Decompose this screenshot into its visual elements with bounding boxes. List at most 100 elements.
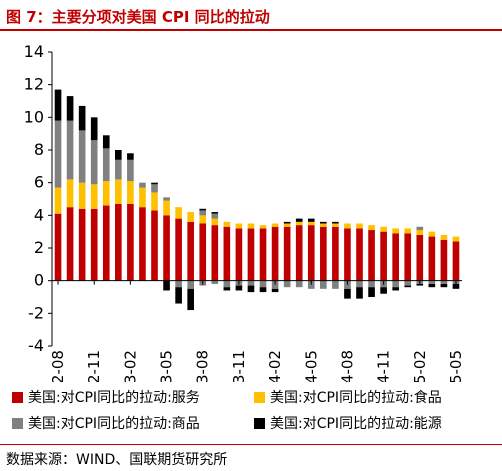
bar-segment bbox=[283, 221, 291, 224]
bar-segment bbox=[428, 236, 436, 281]
bar-segment bbox=[175, 280, 182, 288]
bar-segment bbox=[392, 233, 399, 281]
bar-segment bbox=[102, 135, 110, 149]
bar-segment bbox=[259, 225, 267, 229]
y-tick-label: 10 bbox=[24, 107, 44, 126]
bar-segment bbox=[199, 210, 207, 216]
bar-segment bbox=[368, 230, 375, 281]
legend-swatch bbox=[12, 391, 23, 403]
x-axis: 2022-08 2022-11 2023-02 2023-05 2023-08 2023-… bbox=[49, 280, 465, 382]
x-tick-label: 2024-02 bbox=[266, 350, 284, 382]
bar-segment bbox=[404, 233, 412, 281]
bar-segment bbox=[54, 120, 62, 188]
x-tick-label: 2022-08 bbox=[49, 350, 67, 382]
chart-title: 图 7：主要分项对美国 CPI 同比的拉动 bbox=[6, 8, 270, 26]
x-tick-label: 2024-11 bbox=[375, 350, 393, 382]
bar-segment bbox=[416, 230, 424, 235]
bar-segment bbox=[440, 234, 448, 240]
bar-segment bbox=[344, 228, 351, 281]
legend-label: 美国:对CPI同比的拉动:商品 bbox=[28, 416, 200, 432]
bar-segment bbox=[259, 280, 267, 288]
source-note: 数据来源：WIND、国联期货研究所 bbox=[6, 452, 228, 468]
bar-segment bbox=[247, 285, 255, 293]
bar-segment bbox=[452, 283, 460, 289]
bar-segment bbox=[440, 283, 448, 288]
y-tick-label: 2 bbox=[34, 238, 44, 257]
bar-segment bbox=[139, 207, 146, 281]
bar-segment bbox=[90, 184, 98, 209]
bar-segment bbox=[332, 226, 339, 281]
bar-segment bbox=[283, 223, 291, 227]
bar-segment bbox=[127, 159, 134, 182]
bar-segment bbox=[102, 148, 110, 182]
bar-segment bbox=[127, 153, 134, 160]
legend-label: 美国:对CPI同比的拉动:服务 bbox=[28, 390, 200, 406]
bar-segment bbox=[163, 197, 170, 201]
legend-row: 美国:对CPI同比的拉动:商品 美国:对CPI同比的拉动:能源 bbox=[12, 410, 496, 436]
x-tick-label: 2023-05 bbox=[158, 350, 176, 382]
bar-segment bbox=[416, 283, 424, 286]
bar-segment bbox=[416, 226, 424, 231]
x-tick-label: 2025-05 bbox=[447, 350, 465, 382]
bar-segment bbox=[90, 140, 98, 185]
bar-segment bbox=[392, 228, 399, 234]
x-tick-label: 2023-11 bbox=[230, 350, 248, 382]
bar-segment bbox=[78, 182, 86, 209]
y-tick-label: -4 bbox=[28, 336, 44, 355]
bar-segment bbox=[66, 96, 74, 121]
bar-segment bbox=[199, 208, 207, 211]
bar-segment bbox=[404, 285, 412, 288]
bar-segment bbox=[332, 280, 339, 289]
bar-segment bbox=[368, 225, 375, 231]
bar-segment bbox=[223, 287, 231, 291]
bar-segment bbox=[90, 208, 98, 281]
bar-segment bbox=[307, 221, 315, 226]
bar-segment bbox=[66, 120, 74, 180]
bar-segment bbox=[139, 187, 146, 208]
bar-segment bbox=[271, 226, 279, 281]
bar-segment bbox=[175, 287, 182, 304]
bar-segment bbox=[187, 212, 194, 222]
x-tick-label: 2024-05 bbox=[302, 350, 320, 382]
bar-segment bbox=[115, 159, 122, 180]
legend-item-services: 美国:对CPI同比的拉动:服务 bbox=[12, 387, 254, 407]
bar-segment bbox=[295, 221, 303, 226]
bar-segment bbox=[187, 280, 194, 289]
bar-segment bbox=[368, 280, 375, 288]
bar-segment bbox=[320, 226, 327, 281]
y-tick-label: 12 bbox=[24, 75, 44, 94]
y-axis: -4 -2 0 2 4 6 8 10 12 14 bbox=[24, 42, 53, 355]
bar-segment bbox=[54, 213, 62, 281]
bar-segment bbox=[356, 223, 363, 229]
legend-swatch bbox=[254, 391, 265, 403]
bar-segment bbox=[54, 89, 62, 121]
bar-segment bbox=[199, 223, 207, 281]
bar-series bbox=[54, 89, 460, 311]
bar-segment bbox=[259, 287, 267, 293]
bar-segment bbox=[115, 179, 122, 204]
bar-segment bbox=[187, 288, 194, 311]
bar-segment bbox=[404, 228, 412, 234]
bar-segment bbox=[211, 280, 219, 284]
bar-segment bbox=[235, 228, 243, 281]
bar-segment bbox=[163, 215, 170, 281]
bar-segment bbox=[223, 226, 231, 281]
bar-segment bbox=[392, 280, 399, 288]
bar-segment bbox=[151, 192, 158, 211]
bar-segment bbox=[428, 283, 436, 288]
bar-segment bbox=[380, 287, 387, 294]
bar-segment bbox=[404, 280, 412, 286]
footer-divider bbox=[0, 444, 502, 445]
bar-segment bbox=[187, 221, 194, 281]
bar-segment bbox=[199, 215, 207, 224]
x-tick-label: 2023-08 bbox=[194, 350, 212, 382]
bar-segment bbox=[66, 207, 74, 281]
bar-segment bbox=[127, 181, 134, 204]
x-tick-label: 2024-08 bbox=[338, 350, 356, 382]
bar-segment bbox=[235, 285, 243, 291]
bar-segment bbox=[271, 223, 279, 227]
bar-segment bbox=[283, 226, 291, 281]
bar-segment bbox=[283, 280, 291, 288]
bar-segment bbox=[211, 218, 219, 226]
bar-segment bbox=[235, 223, 243, 229]
